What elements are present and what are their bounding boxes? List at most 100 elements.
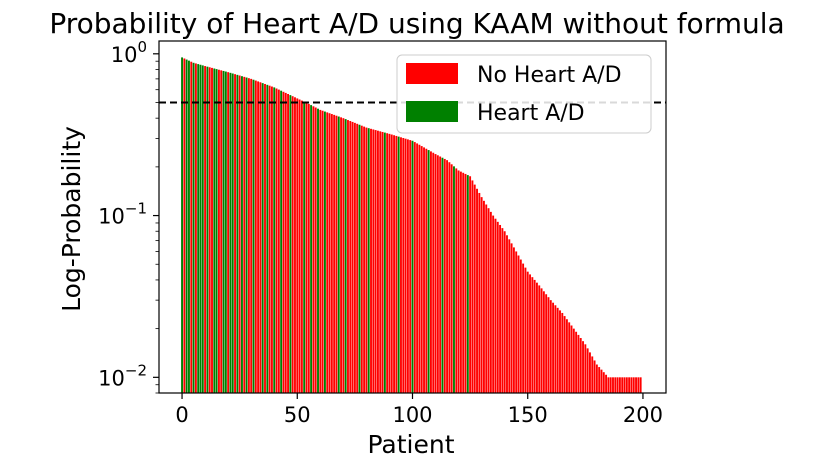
bar-no-heart xyxy=(374,130,377,394)
y-tick-label: 10−1 xyxy=(98,200,147,229)
bar-no-heart xyxy=(342,118,345,393)
bar-no-heart xyxy=(614,377,617,393)
bar-heart xyxy=(317,108,319,393)
bar-heart xyxy=(441,157,444,393)
bar-no-heart xyxy=(425,148,428,393)
bar-no-heart xyxy=(351,121,354,393)
bar-no-heart xyxy=(607,377,610,393)
bar-no-heart xyxy=(635,377,637,393)
legend: No Heart A/D Heart A/D xyxy=(396,54,652,134)
bar-no-heart xyxy=(208,67,211,393)
bar-no-heart xyxy=(586,348,589,393)
bar-no-heart xyxy=(370,128,372,393)
bar-no-heart xyxy=(294,97,296,393)
bar-no-heart xyxy=(250,78,253,394)
bar-no-heart xyxy=(204,66,207,394)
bar-no-heart xyxy=(234,74,236,394)
bar-no-heart xyxy=(423,147,425,393)
bar-no-heart xyxy=(227,72,230,393)
bar-no-heart xyxy=(381,131,384,393)
bar-heart xyxy=(229,72,232,393)
bar-heart xyxy=(280,90,283,394)
bar-heart xyxy=(206,66,209,393)
bar-no-heart xyxy=(372,129,375,393)
legend-swatch-heart xyxy=(406,101,458,122)
bar-no-heart xyxy=(536,282,538,393)
bar-no-heart xyxy=(625,377,628,393)
bar-no-heart xyxy=(533,279,536,393)
bar-no-heart xyxy=(349,120,352,393)
y-tick-label: 10−2 xyxy=(98,361,147,390)
bar-heart xyxy=(224,71,227,394)
bar-no-heart xyxy=(529,274,531,393)
chart-title: Probability of Heart A/D using KAAM with… xyxy=(49,7,784,40)
bar-no-heart xyxy=(489,211,492,393)
bar-no-heart xyxy=(496,221,499,393)
bar-no-heart xyxy=(312,106,315,393)
bar-no-heart xyxy=(395,135,398,393)
y-tick-label: 100 xyxy=(111,38,147,67)
bar-no-heart xyxy=(314,107,317,393)
bar-no-heart xyxy=(494,218,497,393)
bar-no-heart xyxy=(616,377,619,393)
bar-no-heart xyxy=(559,310,561,393)
bar-no-heart xyxy=(376,130,379,393)
bar-heart xyxy=(358,124,361,394)
bar-no-heart xyxy=(501,228,504,393)
bar-no-heart xyxy=(402,138,405,393)
bar-no-heart xyxy=(330,114,333,393)
x-tick-label: 0 xyxy=(175,403,188,427)
bar-heart xyxy=(266,84,269,394)
bar-no-heart xyxy=(390,134,393,393)
bar-no-heart xyxy=(549,300,552,393)
bar-heart xyxy=(466,175,469,393)
bar-no-heart xyxy=(492,215,495,393)
bar-no-heart xyxy=(526,271,529,393)
y-axis-label: Log-Probability xyxy=(57,126,86,312)
bar-heart xyxy=(245,77,248,393)
bar-no-heart xyxy=(598,367,601,393)
bar-heart xyxy=(197,64,200,393)
bar-no-heart xyxy=(469,176,472,393)
bar-no-heart xyxy=(556,307,559,393)
bar-no-heart xyxy=(457,170,460,393)
bar-heart xyxy=(181,57,183,394)
bar-no-heart xyxy=(589,352,591,393)
bar-no-heart xyxy=(506,235,508,393)
bar-no-heart xyxy=(287,94,289,393)
bar-no-heart xyxy=(476,188,478,393)
bar-no-heart xyxy=(565,319,568,393)
bar-no-heart xyxy=(577,334,580,393)
legend-frame xyxy=(396,54,652,134)
bar-no-heart xyxy=(347,120,349,394)
bar-no-heart xyxy=(254,80,257,393)
bar-no-heart xyxy=(579,338,582,393)
bar-no-heart xyxy=(406,139,409,393)
bar-no-heart xyxy=(300,100,303,393)
bar-no-heart xyxy=(618,377,621,393)
bar-no-heart xyxy=(418,144,421,393)
bar-heart xyxy=(337,116,340,393)
bar-no-heart xyxy=(259,82,262,393)
bar-no-heart xyxy=(340,117,343,393)
bar-no-heart xyxy=(291,96,294,393)
bar-no-heart xyxy=(388,133,391,393)
x-tick-label: 150 xyxy=(508,403,548,427)
bar-heart xyxy=(231,73,234,394)
legend-swatch-no-heart xyxy=(406,63,458,84)
bar-no-heart xyxy=(510,243,513,393)
bar-heart xyxy=(427,150,430,393)
bar-heart xyxy=(273,87,276,394)
bar-no-heart xyxy=(328,113,331,393)
bar-no-heart xyxy=(462,172,465,393)
legend-label-heart: Heart A/D xyxy=(477,101,585,126)
bar-no-heart xyxy=(554,305,557,393)
bar-no-heart xyxy=(319,109,322,394)
bar-no-heart xyxy=(363,126,366,394)
bar-no-heart xyxy=(563,316,566,393)
bar-no-heart xyxy=(570,325,573,393)
bar-no-heart xyxy=(517,255,520,393)
bar-no-heart xyxy=(386,133,389,393)
bar-heart xyxy=(323,111,326,393)
bar-heart xyxy=(185,59,188,393)
